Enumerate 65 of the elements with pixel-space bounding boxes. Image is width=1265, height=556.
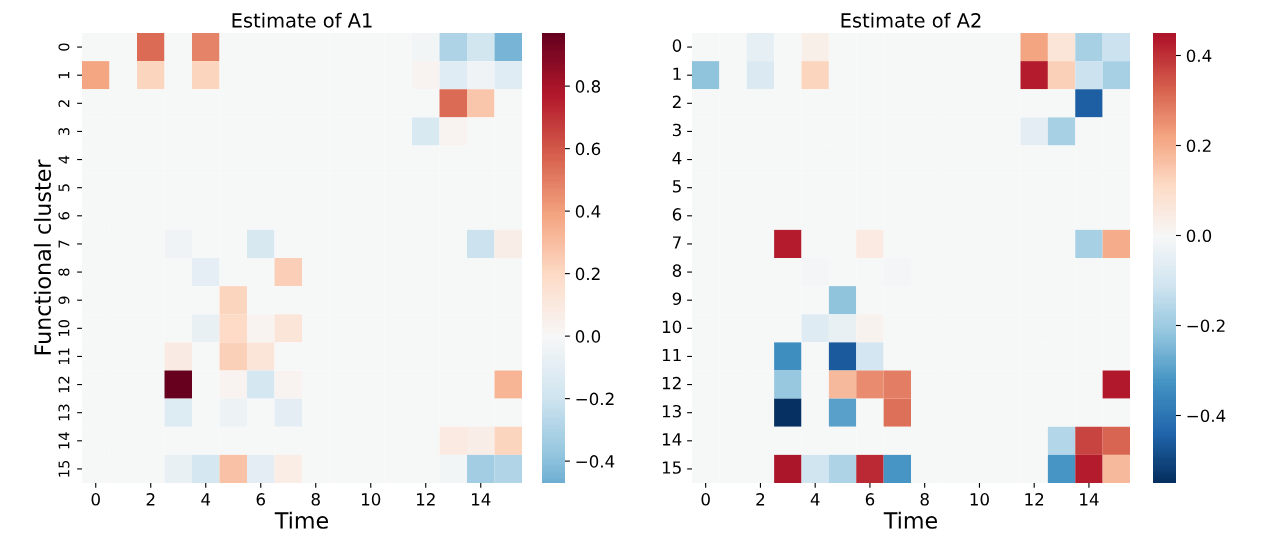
y-tick-label: 0 [672, 39, 682, 52]
y-tick-label: 4 [58, 155, 70, 164]
color-bar-label: 0.2 [1186, 139, 1211, 153]
x-tick-label: 0 [91, 493, 100, 506]
y-tick-label: 9 [58, 296, 70, 304]
y-tick-label: 10 [662, 320, 682, 334]
chart-title: Estimate of A1 [232, 12, 372, 28]
chart-title: Estimate of A2 [841, 12, 981, 28]
x-tick-label: 14 [471, 493, 491, 506]
y-tick-label: 1 [673, 67, 681, 80]
x-tick-label: 14 [1080, 493, 1099, 506]
y-tick-label: 3 [672, 123, 681, 137]
y-tick-label: 3 [58, 127, 70, 135]
y-tick-label: 4 [672, 152, 682, 165]
color-bar-label: 0.4 [1186, 49, 1212, 63]
x-tick-label: 4 [810, 493, 820, 506]
color-bar-label: 0.0 [1186, 229, 1212, 243]
x-tick-label: 6 [865, 493, 875, 506]
x-tick-label: 8 [311, 493, 320, 506]
x-tick-label: 8 [920, 493, 929, 506]
color-bar-label: 0.2 [575, 267, 600, 281]
x-tick-label: 12 [1025, 493, 1044, 506]
color-bar-label: 0.6 [575, 142, 601, 156]
color-bar-label: 0.4 [575, 205, 601, 218]
y-tick-label: 6 [672, 208, 682, 221]
y-tick-label: 14 [662, 433, 682, 446]
y-tick-label: 13 [662, 404, 681, 418]
y-tick-label: 8 [672, 264, 682, 277]
y-tick-label: 15 [58, 460, 70, 477]
x-axis-title: Time [883, 511, 937, 529]
y-tick-label: 0 [58, 43, 70, 51]
y-tick-label: 14 [58, 432, 70, 449]
y-tick-label: 6 [58, 212, 70, 220]
x-tick-label: 10 [361, 493, 381, 506]
x-tick-label: 10 [970, 493, 989, 506]
color-bar-label: −0.4 [576, 455, 615, 468]
y-axis-title: Functional cluster [33, 159, 52, 355]
x-tick-label: 6 [256, 493, 265, 506]
y-tick-label: 7 [673, 236, 681, 249]
y-tick-label: 11 [58, 348, 70, 365]
color-bar-label: 0.8 [575, 80, 601, 93]
y-tick-label: 11 [662, 348, 681, 362]
y-tick-label: 1 [58, 71, 70, 79]
y-tick-label: 7 [58, 240, 70, 248]
x-tick-label: 12 [416, 493, 435, 506]
y-tick-label: 5 [672, 180, 681, 193]
color-bar-label: −0.2 [1187, 319, 1225, 333]
y-tick-label: 8 [58, 268, 70, 276]
y-tick-label: 2 [58, 100, 70, 107]
y-tick-label: 5 [58, 184, 70, 192]
x-tick-label: 4 [201, 493, 211, 506]
color-bar-label: −0.2 [576, 392, 614, 406]
x-tick-label: 0 [701, 493, 710, 506]
y-tick-label: 12 [662, 376, 681, 390]
y-tick-label: 13 [58, 404, 70, 421]
y-tick-label: 15 [662, 461, 681, 474]
x-tick-label: 2 [756, 493, 765, 506]
y-tick-label: 12 [58, 376, 70, 393]
y-tick-label: 2 [672, 95, 681, 108]
y-tick-label: 9 [672, 292, 682, 306]
color-bar-label: 0.0 [575, 330, 601, 343]
x-tick-label: 2 [146, 493, 155, 506]
y-tick-label: 10 [58, 320, 70, 336]
x-axis-title: Time [274, 511, 328, 529]
color-bar-label: −0.4 [1187, 409, 1226, 423]
